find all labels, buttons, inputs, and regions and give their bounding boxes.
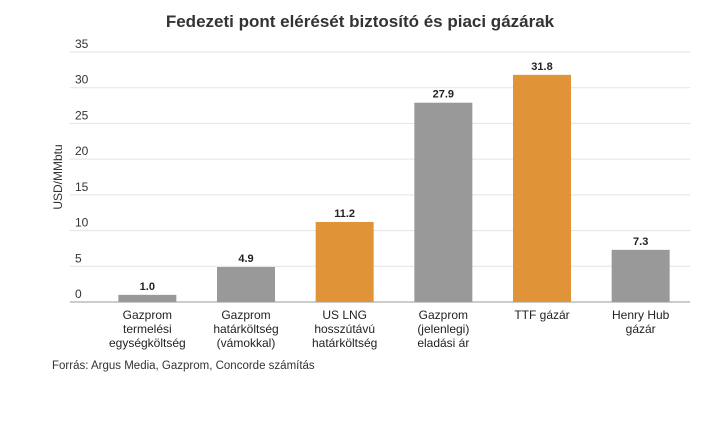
category-label-line: határköltség — [312, 336, 377, 350]
y-tick-label: 20 — [75, 144, 89, 158]
chart-title: Fedezeti pont elérését biztosító és piac… — [165, 12, 555, 31]
y-tick-label: 0 — [75, 287, 82, 301]
category-label: Henry Hub gázár — [612, 308, 670, 336]
y-tick-label: 35 — [75, 37, 89, 51]
category-label: Gazprom határköltség (vámokkal) — [213, 308, 278, 350]
category-label-line: Gazprom — [419, 308, 468, 322]
y-tick-label: 10 — [75, 216, 89, 230]
category-label-line: Gazprom — [221, 308, 270, 322]
data-label: 7.3 — [633, 236, 648, 248]
category-label: US LNG hosszútávú határköltség — [312, 308, 377, 350]
category-label-line: eladási ár — [417, 336, 469, 350]
category-label-line: (jelenlegi) — [417, 322, 469, 336]
category-label-line: TTF gázár — [514, 308, 569, 322]
category-label-line: határköltség — [213, 322, 278, 336]
y-axis-title: USD/MMbtu — [51, 144, 65, 209]
category-label: TTF gázár — [514, 308, 569, 322]
bar — [118, 294, 177, 302]
data-label: 27.9 — [433, 89, 454, 101]
category-label-line: egységköltség — [109, 336, 186, 350]
category-label-line: US LNG — [322, 308, 367, 322]
data-label: 31.8 — [531, 61, 552, 73]
bar — [217, 267, 275, 302]
data-label: 1.0 — [140, 281, 155, 293]
bar — [513, 74, 571, 302]
source-note: Forrás: Argus Media, Gazprom, Concorde s… — [52, 360, 315, 372]
data-label: 11.2 — [334, 208, 355, 220]
category-label-line: termelési — [123, 322, 172, 336]
y-tick-label: 30 — [75, 73, 89, 87]
category-label-line: gázár — [626, 322, 656, 336]
data-label: 4.9 — [238, 253, 253, 265]
bar — [611, 249, 670, 302]
category-label: Gazprom termelési egységköltség — [109, 308, 186, 350]
y-tick-label: 15 — [75, 180, 89, 194]
category-label-line: (vámokkal) — [217, 336, 276, 350]
bar — [414, 102, 473, 302]
category-label: Gazprom (jelenlegi) eladási ár — [417, 308, 469, 350]
category-label-line: Gazprom — [123, 308, 172, 322]
y-tick-label: 25 — [75, 108, 89, 122]
y-tick-label: 5 — [75, 251, 82, 265]
category-label-line: hosszútávú — [314, 322, 375, 336]
bar — [315, 222, 374, 302]
category-label-line: Henry Hub — [612, 308, 670, 322]
